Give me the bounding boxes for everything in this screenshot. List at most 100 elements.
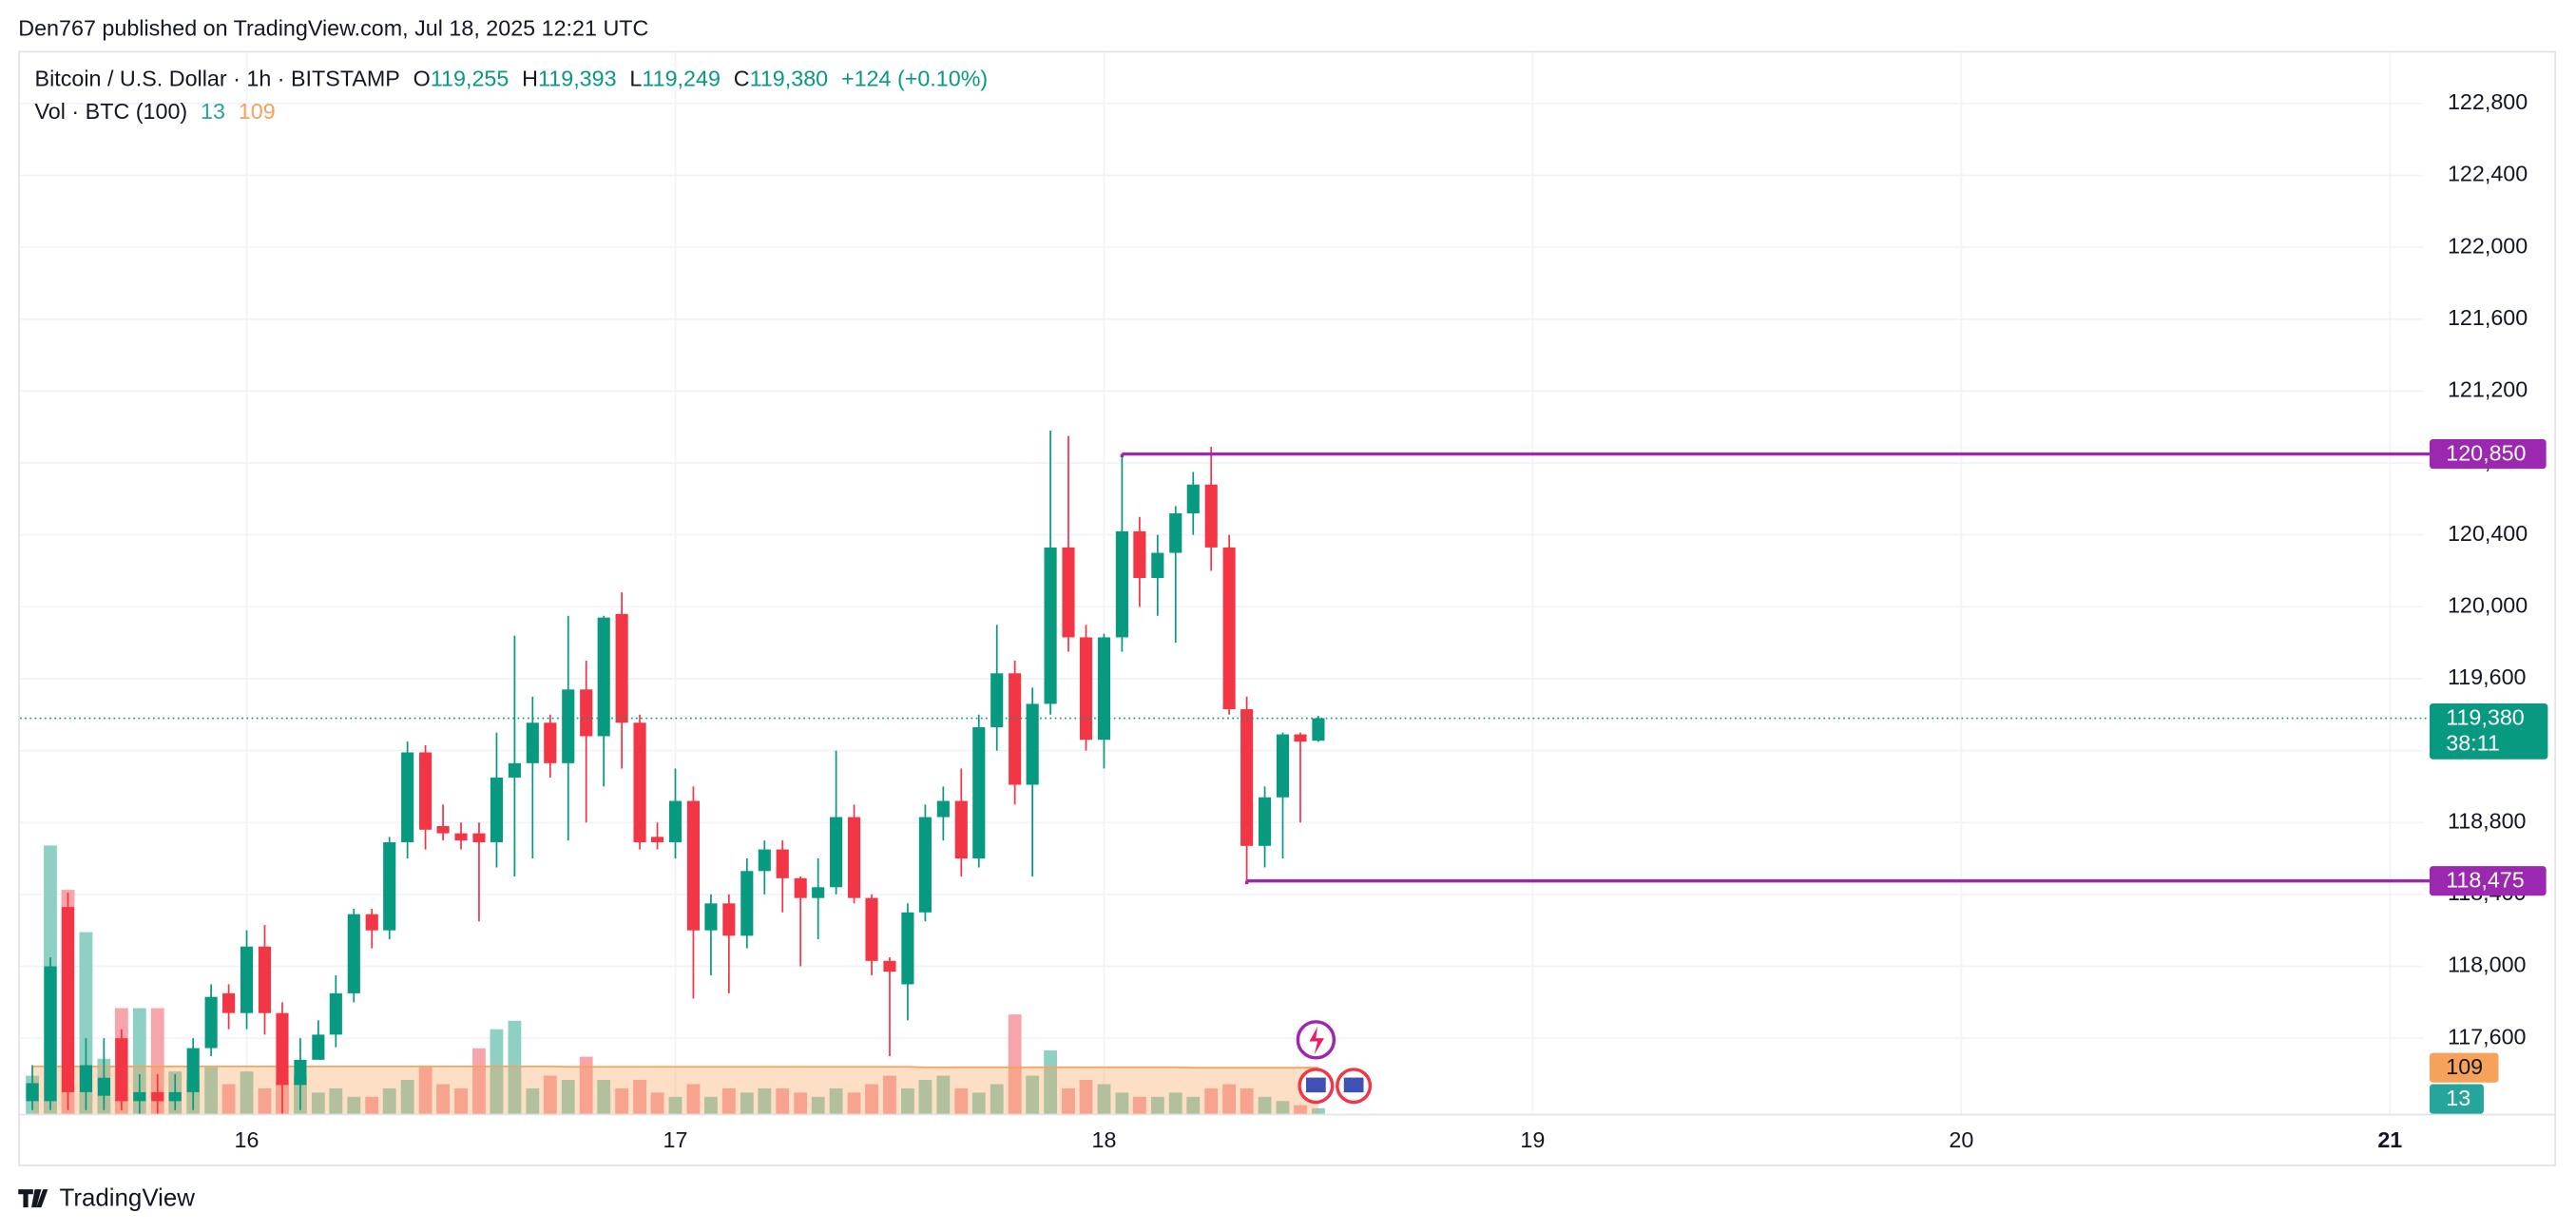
volume-bar — [776, 1088, 790, 1114]
volume-bar — [1168, 1092, 1182, 1114]
volume-bar — [204, 1067, 219, 1114]
candle-body — [740, 871, 754, 936]
icon — [1309, 1027, 1325, 1055]
volume-bar — [1132, 1096, 1146, 1114]
volume-bar — [579, 1056, 593, 1114]
volume-legend: Vol · BTC (100) 13 109 — [35, 99, 276, 124]
candle-body — [615, 613, 628, 723]
volume-bar — [721, 1088, 736, 1114]
candle-body — [1026, 703, 1039, 785]
candle-body — [865, 897, 878, 961]
volume-bar — [1240, 1088, 1254, 1114]
volume-bar — [418, 1067, 433, 1114]
volume-bar — [436, 1084, 450, 1114]
volume-bar — [597, 1080, 611, 1114]
candle-body — [44, 966, 57, 1102]
volume-bar — [883, 1075, 896, 1114]
candle-body — [954, 800, 968, 859]
candle-body — [1115, 530, 1128, 638]
volume-bar — [794, 1092, 808, 1114]
close-value: 119,380 — [750, 67, 829, 91]
candle-body — [454, 833, 468, 841]
volume-bar — [1204, 1088, 1219, 1114]
candle-body — [401, 752, 414, 843]
volume-bar — [829, 1088, 843, 1114]
candle-body — [276, 1012, 289, 1086]
candle-body — [830, 817, 843, 888]
candle-body — [419, 752, 433, 830]
last-price-label: 119,380 — [2446, 705, 2525, 730]
candle-body — [365, 914, 378, 931]
candle-body — [1062, 547, 1075, 638]
volume-ma-tag — [2429, 1052, 2499, 1083]
volume-bar — [954, 1088, 969, 1114]
volume-tag-label: 13 — [2446, 1086, 2470, 1110]
volume-bar — [740, 1092, 754, 1114]
volume-bar — [704, 1096, 718, 1114]
volume-ma-area — [32, 1066, 1318, 1114]
overlay-layer: 117,600118,000118,400118,800119,200119,6… — [19, 89, 2548, 1152]
volume-bar — [490, 1029, 504, 1114]
candle-body — [1240, 709, 1254, 846]
publisher-line: Den767 published on TradingView.com, Jul… — [18, 15, 648, 40]
volume-bar — [472, 1048, 486, 1114]
volume-bar — [240, 1071, 254, 1114]
candle-body — [1222, 547, 1236, 710]
candle-body — [722, 903, 736, 936]
volume-bar — [1276, 1101, 1290, 1114]
candle-body — [490, 777, 504, 843]
candle-body — [1009, 673, 1022, 785]
volume-bar — [1150, 1096, 1164, 1114]
volume-bar — [561, 1080, 575, 1114]
volume-bar — [150, 1008, 164, 1114]
open-label: O — [413, 67, 431, 91]
x-tick-label: 19 — [1520, 1127, 1545, 1152]
volume-bar — [865, 1084, 878, 1114]
candle-body — [1204, 484, 1218, 548]
candle-body — [240, 946, 254, 1013]
candle-body — [1097, 637, 1111, 741]
candle-body — [686, 800, 701, 931]
volume-bar — [1062, 1088, 1075, 1114]
candle-body — [1186, 484, 1200, 513]
volume-bar — [847, 1092, 861, 1114]
candle-body — [186, 1048, 200, 1092]
candle-body — [794, 877, 807, 898]
candle-body — [936, 800, 950, 818]
low-label: L — [629, 67, 642, 91]
candle-body — [758, 849, 771, 872]
volume-bar — [990, 1084, 1004, 1114]
candle-body — [812, 887, 825, 898]
change-value: +124 (+0.10%) — [841, 67, 988, 91]
high-value: 119,393 — [538, 67, 617, 91]
candle-body — [1133, 530, 1146, 579]
last-price-box — [2429, 703, 2548, 760]
candle-body — [1294, 734, 1307, 742]
x-tick-label: 20 — [1949, 1127, 1973, 1152]
volume-value: 13 — [201, 99, 225, 124]
volume-bar — [1079, 1080, 1093, 1114]
candle-body — [383, 842, 396, 931]
volume-tag — [2429, 1084, 2484, 1114]
candle-body — [168, 1091, 182, 1102]
candle-body — [526, 722, 539, 763]
candle-body — [133, 1091, 146, 1102]
candle-body — [1312, 718, 1325, 741]
candle-body — [61, 907, 75, 1092]
candle-body — [901, 912, 914, 985]
level-label-box — [2429, 866, 2547, 896]
y-tick-label: 119,600 — [2448, 664, 2527, 689]
volume-bar — [1026, 1075, 1040, 1114]
candle-layer — [26, 430, 1325, 1114]
level-label-box — [2429, 439, 2547, 470]
volume-ma-tag-label: 109 — [2446, 1054, 2483, 1079]
volume-bar — [758, 1088, 772, 1114]
y-tick-label: 122,800 — [2448, 89, 2528, 114]
volume-bar — [347, 1096, 361, 1114]
candle-body — [1258, 797, 1272, 846]
open-value: 119,255 — [431, 67, 509, 91]
candle-body — [544, 722, 557, 763]
candle-body — [115, 1038, 128, 1102]
